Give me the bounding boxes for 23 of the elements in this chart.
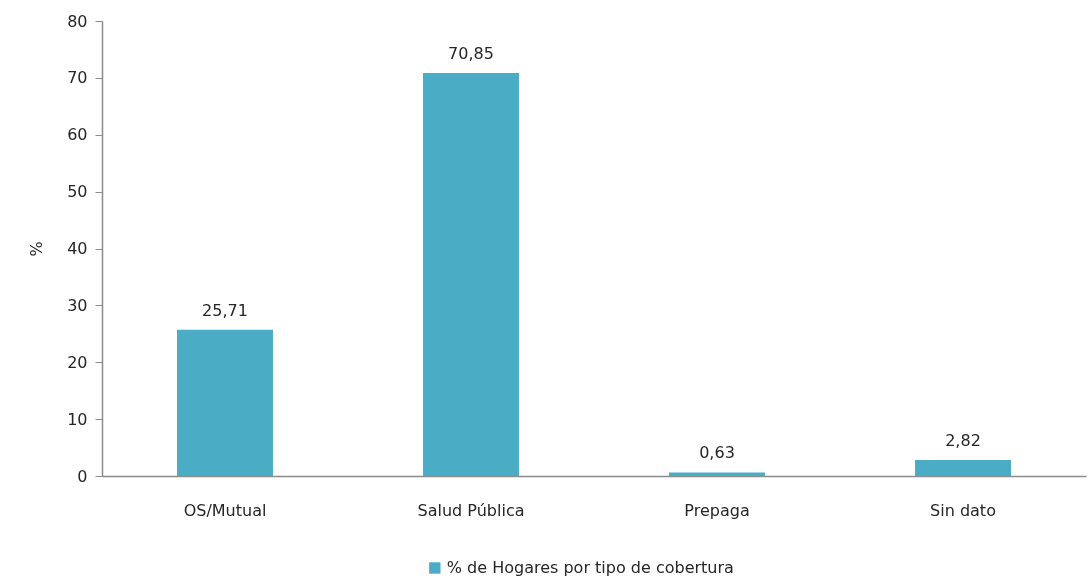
bar <box>915 459 1011 476</box>
bar <box>423 73 519 476</box>
y-tick-label: 0 <box>77 466 88 486</box>
x-tick-label: Sin dato <box>930 500 996 520</box>
data-label: 0,63 <box>699 443 735 463</box>
y-axis-title: % <box>27 241 47 257</box>
legend-label: % de Hogares por tipo de cobertura <box>446 558 734 577</box>
x-tick-label: Salud Pública <box>417 500 525 520</box>
data-label: 25,71 <box>202 300 248 320</box>
x-tick-label: Prepaga <box>684 500 750 520</box>
y-tick-label: 60 <box>67 125 88 145</box>
x-tick-label: OS/Mutual <box>183 500 267 520</box>
data-label: 2,82 <box>945 430 981 450</box>
y-tick-label: 40 <box>67 239 88 258</box>
y-tick-label: 10 <box>67 409 88 429</box>
bar <box>177 329 273 476</box>
y-tick-label: 70 <box>67 68 88 88</box>
data-label: 70,85 <box>448 44 494 64</box>
y-tick-label: 50 <box>67 182 88 202</box>
bar <box>669 472 765 476</box>
y-tick-label: 80 <box>67 11 88 31</box>
y-tick-label: 30 <box>67 295 88 315</box>
y-tick-label: 20 <box>67 352 88 372</box>
